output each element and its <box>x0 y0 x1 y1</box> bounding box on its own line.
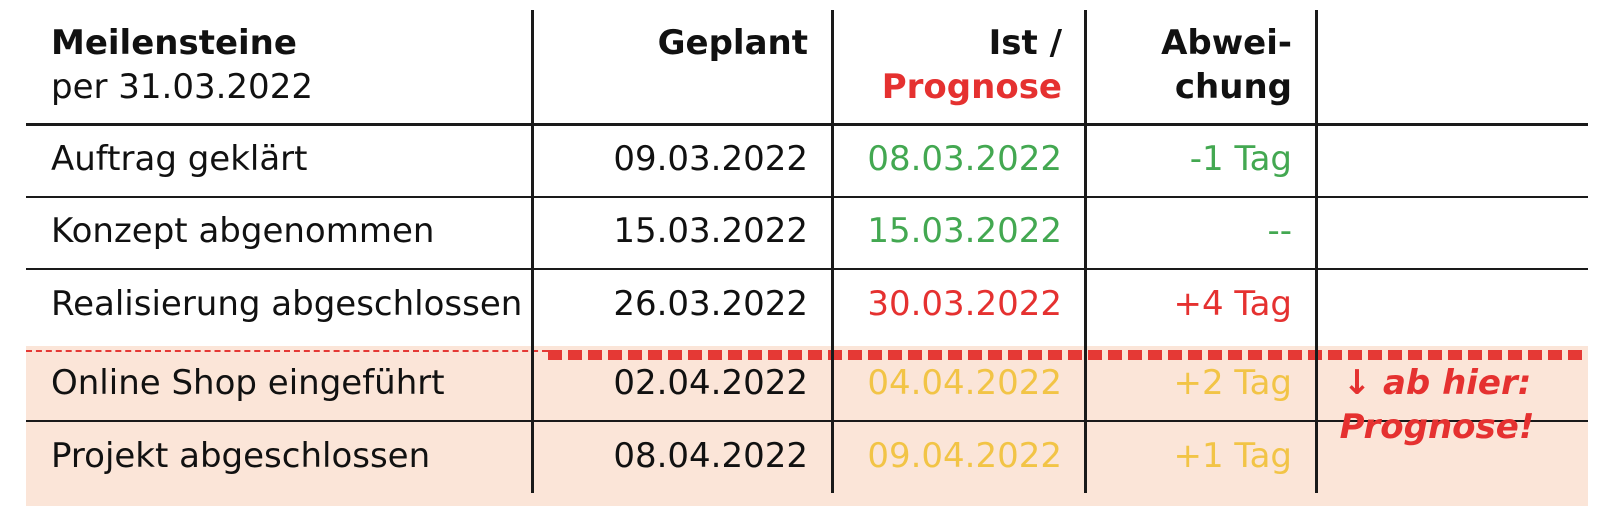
header-milestones: Meilensteine <box>51 23 297 63</box>
actual-date: 15.03.2022 <box>867 211 1062 251</box>
header-actual: Ist / <box>988 23 1062 63</box>
milestone-name: Konzept abgenommen <box>51 211 435 251</box>
forecast-note-line2: Prognose! <box>1339 407 1535 447</box>
planned-date: 08.04.2022 <box>613 436 808 476</box>
header-deviation-cont: chung <box>1174 67 1292 107</box>
milestone-name: Online Shop eingeführt <box>51 363 445 403</box>
milestone-name: Auftrag geklärt <box>51 139 308 179</box>
planned-date: 09.03.2022 <box>613 139 808 179</box>
actual-date: 04.04.2022 <box>867 363 1062 403</box>
header-planned: Geplant <box>657 23 808 63</box>
column-divider <box>1084 10 1087 493</box>
column-divider <box>1315 10 1318 493</box>
row-divider <box>26 196 1588 198</box>
header-divider <box>26 123 1588 126</box>
actual-date: 08.03.2022 <box>867 139 1062 179</box>
column-divider <box>831 10 834 493</box>
milestone-name: Realisierung abgeschlossen <box>51 284 523 324</box>
row-divider <box>26 268 1588 270</box>
planned-date: 26.03.2022 <box>613 284 808 324</box>
deviation-value: +2 Tag <box>1173 363 1293 403</box>
deviation-value: +4 Tag <box>1173 284 1293 324</box>
planned-date: 15.03.2022 <box>613 211 808 251</box>
forecast-note: ↓ ab hier: Prognose! <box>1322 361 1552 449</box>
planned-date: 02.04.2022 <box>613 363 808 403</box>
deviation-value: -- <box>1267 211 1292 251</box>
forecast-boundary-dotted <box>548 350 1588 360</box>
row-divider <box>26 420 1588 422</box>
header-deviation: Abwei- <box>1161 23 1292 63</box>
forecast-note-line1: ↓ ab hier: <box>1342 363 1532 403</box>
forecast-background <box>26 346 1588 506</box>
actual-date: 09.04.2022 <box>867 436 1062 476</box>
header-as-of-date: per 31.03.2022 <box>51 67 313 107</box>
column-divider <box>531 10 534 493</box>
actual-date: 30.03.2022 <box>867 284 1062 324</box>
milestone-name: Projekt abgeschlossen <box>51 436 431 476</box>
deviation-value: +1 Tag <box>1173 436 1293 476</box>
forecast-boundary-dashed <box>26 350 548 352</box>
deviation-value: -1 Tag <box>1189 139 1292 179</box>
header-forecast: Prognose <box>881 67 1062 107</box>
